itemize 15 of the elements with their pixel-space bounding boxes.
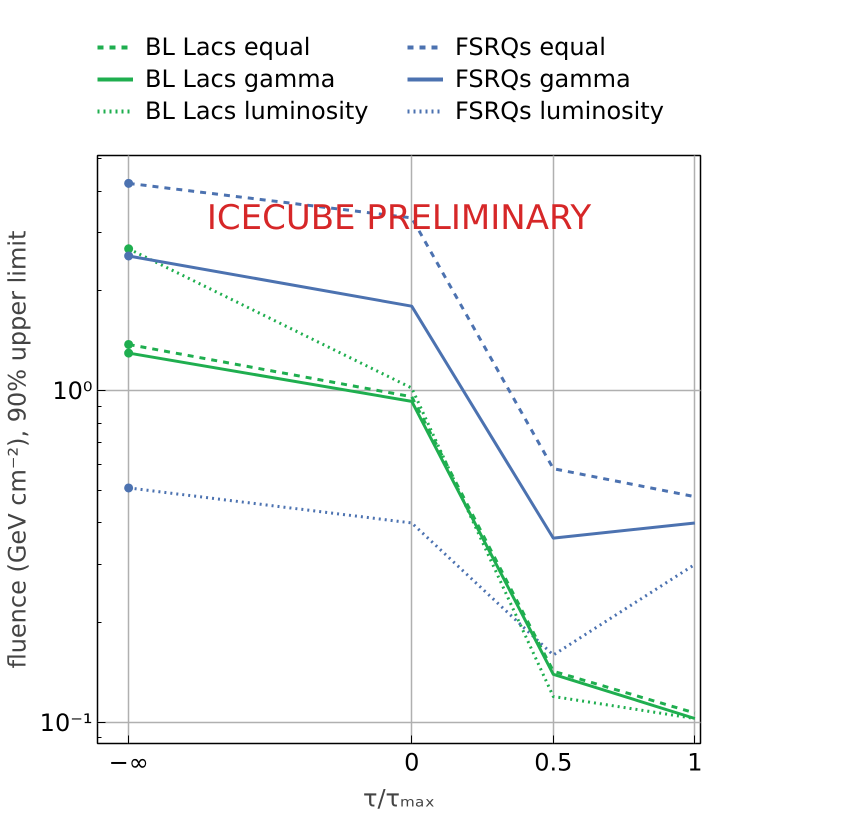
legend-label: FSRQs gamma xyxy=(455,65,631,93)
legend-label: BL Lacs gamma xyxy=(145,65,336,93)
legend-label: BL Lacs luminosity xyxy=(145,97,368,125)
y-tick-label: 10⁻¹ xyxy=(40,708,92,737)
legend-label: FSRQs equal xyxy=(455,33,606,61)
x-axis-title: τ/τₘₐₓ xyxy=(363,784,436,812)
annotation: ICECUBE PRELIMINARY xyxy=(206,198,592,238)
x-tick-label: 1 xyxy=(687,748,702,776)
x-tick-label: 0.5 xyxy=(534,748,572,776)
legend-label: BL Lacs equal xyxy=(145,33,310,61)
x-tick-label: −∞ xyxy=(108,748,149,776)
y-axis-title: fluence (GeV cm⁻²), 90% upper limit xyxy=(4,230,32,668)
x-tick-label: 0 xyxy=(404,748,420,776)
y-tick-label: 10⁰ xyxy=(52,376,93,405)
legend-label: FSRQs luminosity xyxy=(455,97,664,125)
